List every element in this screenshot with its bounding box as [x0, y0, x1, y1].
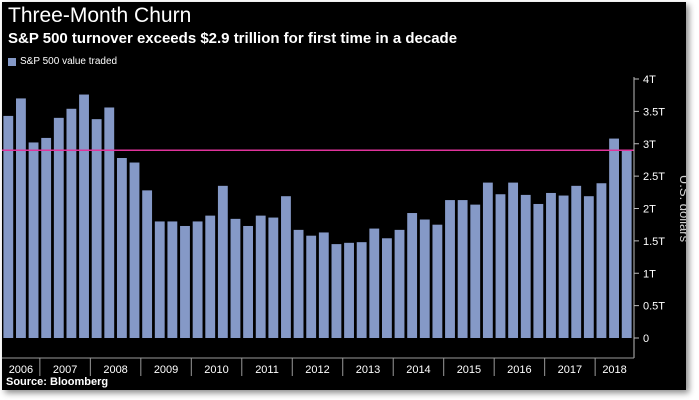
chart-svg: 0 0.5T 1T 1.5T 2T 2.5T 3T 3.5T 4T U.S. dollars 200…	[2, 74, 686, 376]
y-tick-label: 2T	[643, 204, 656, 216]
x-tick-label: 2018	[602, 364, 626, 376]
legend-swatch	[8, 57, 16, 66]
bar	[79, 94, 89, 338]
bar	[53, 117, 64, 338]
x-tick-label: 2007	[53, 364, 77, 376]
bar	[482, 182, 493, 338]
x-tick-label: 2017	[558, 364, 582, 376]
x-tick-label: 2013	[356, 364, 380, 376]
y-tick-label: 3.5T	[643, 106, 665, 118]
bar	[66, 108, 77, 338]
bar	[255, 215, 266, 338]
bar	[609, 138, 619, 338]
chart-frame: Three-Month Churn S&P 500 turnover excee…	[2, 2, 686, 390]
bar	[508, 182, 519, 338]
bar	[331, 244, 342, 338]
bar	[318, 232, 329, 338]
y-tick-label: 0	[643, 333, 649, 345]
x-tick-label: 2011	[255, 364, 279, 376]
bar	[217, 185, 228, 338]
x-tick-label: 2012	[305, 364, 329, 376]
chart-subtitle: S&P 500 turnover exceeds $2.9 trillion f…	[8, 30, 458, 47]
bar	[192, 221, 203, 338]
x-tick-label: 2008	[103, 364, 127, 376]
bar	[91, 119, 102, 339]
bar	[167, 221, 178, 338]
source-note: Source: Bloomberg	[6, 376, 109, 388]
legend-label: S&P 500 value traded	[20, 56, 118, 67]
legend: S&P 500 value traded	[8, 56, 117, 67]
bar	[16, 98, 26, 338]
y-tick-label: 1T	[643, 268, 656, 280]
bar	[432, 224, 443, 338]
bar	[407, 213, 418, 338]
year-band	[2, 360, 634, 376]
chart-title: Three-Month Churn	[8, 4, 192, 27]
bar	[533, 203, 544, 338]
bar	[28, 142, 39, 338]
y-tick-label: 3T	[643, 139, 656, 151]
bar	[419, 219, 430, 338]
bar	[356, 242, 367, 338]
bar	[558, 195, 569, 338]
bar	[306, 235, 317, 338]
bar	[230, 218, 241, 338]
bar	[281, 196, 291, 338]
bar	[344, 242, 354, 338]
y-tick-label: 1.5T	[643, 236, 665, 248]
bar	[116, 158, 127, 338]
x-tick-label: 2016	[507, 364, 531, 376]
bar	[41, 137, 52, 338]
bar	[129, 162, 140, 338]
bar	[142, 190, 153, 338]
bar	[546, 192, 556, 338]
bar	[268, 217, 279, 338]
bar	[3, 115, 14, 338]
bar	[621, 150, 632, 338]
bar	[495, 194, 506, 338]
bar	[180, 225, 190, 338]
bar	[154, 221, 165, 338]
y-tick-label: 0.5T	[643, 301, 665, 313]
bar	[520, 194, 531, 338]
x-tick-label: 2010	[204, 364, 228, 376]
bar	[104, 107, 115, 339]
bar	[369, 228, 380, 338]
bar	[583, 196, 594, 338]
bar	[571, 185, 582, 338]
bar	[457, 200, 468, 338]
bar	[205, 215, 216, 338]
y-tick-label: 4T	[643, 74, 656, 86]
x-tick-label: 2014	[406, 364, 430, 376]
x-tick-label: 2015	[457, 364, 481, 376]
bar	[596, 183, 607, 338]
x-tick-label: 2009	[154, 364, 178, 376]
x-tick-label: 2006	[9, 364, 33, 376]
y-tick-label: 2.5T	[643, 171, 665, 183]
bar	[394, 229, 405, 338]
bar	[445, 200, 455, 338]
bar	[470, 204, 481, 338]
bar	[381, 238, 392, 338]
bar	[243, 225, 254, 338]
y-axis-title: U.S. dollars	[677, 175, 686, 243]
bar	[293, 229, 304, 338]
